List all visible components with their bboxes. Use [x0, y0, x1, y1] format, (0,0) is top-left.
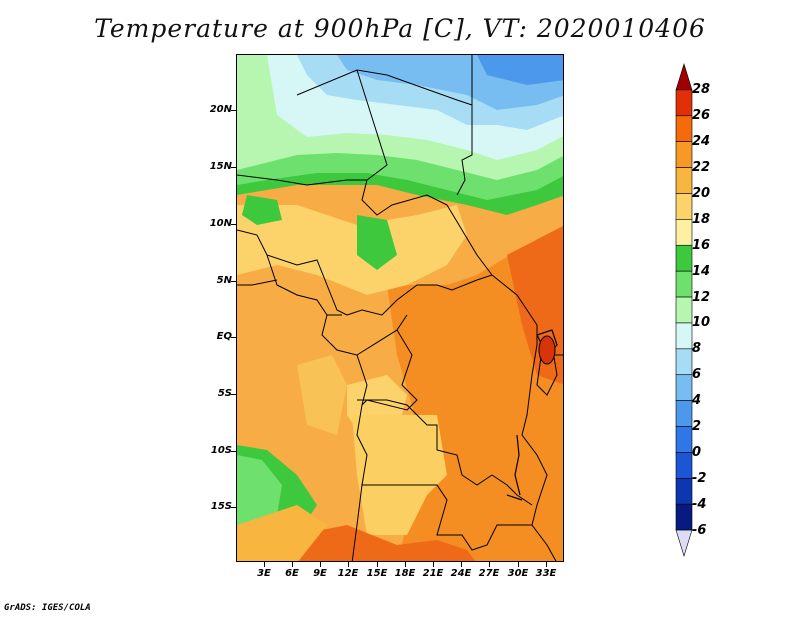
colorbar-label: 2: [692, 419, 702, 435]
lon-tick: [377, 562, 378, 567]
colorbar-swatch: [675, 244, 693, 272]
colorbar-label: 12: [692, 289, 711, 305]
lon-tick: [546, 562, 547, 567]
lon-tick: [461, 562, 462, 567]
lat-label-5n: 5N: [216, 275, 232, 286]
colorbar-label: 26: [692, 108, 711, 124]
colorbar-swatch: [675, 426, 693, 453]
colorbar-swatch: [675, 478, 693, 505]
colorbar-label: 14: [692, 263, 711, 279]
lon-tick: [433, 562, 434, 567]
lat-label-5s: 5S: [217, 388, 232, 399]
lat-tick: [231, 337, 236, 338]
lon-label-24e: 24E: [450, 568, 472, 579]
lat-tick: [231, 167, 236, 168]
lat-tick: [231, 281, 236, 282]
lon-label-6e: 6E: [285, 568, 299, 579]
lon-tick: [518, 562, 519, 567]
lon-label-21e: 21E: [422, 568, 444, 579]
lon-label-9e: 9E: [313, 568, 327, 579]
colorbar-swatch: [675, 322, 693, 350]
colorbar-label: 24: [692, 134, 711, 150]
colorbar-swatch: [675, 348, 693, 376]
colorbar-swatch: [675, 89, 693, 117]
colorbar-swatch: [675, 141, 693, 168]
lat-tick: [231, 110, 236, 111]
lat-label-20n: 20N: [209, 104, 232, 115]
colorbar-label: -4: [692, 496, 707, 512]
lat-label-15n: 15N: [209, 161, 232, 172]
colorbar-swatch: [675, 193, 693, 220]
colorbar-label: 22: [692, 160, 711, 176]
colorbar-label: 8: [692, 341, 702, 357]
colorbar-label: 0: [692, 444, 702, 460]
temperature-field: [237, 55, 563, 561]
colorbar-label: 6: [692, 367, 702, 383]
colorbar-swatch: [675, 529, 693, 558]
colorbar-label: 10: [692, 315, 711, 331]
colorbar-swatch: [675, 452, 693, 479]
colorbar-swatch: [675, 270, 693, 298]
lon-label-3e: 3E: [257, 568, 271, 579]
lat-tick: [231, 224, 236, 225]
lat-label-15s: 15S: [210, 501, 232, 512]
lat-tick: [231, 507, 236, 508]
colorbar-swatch: [675, 374, 693, 401]
lon-label-12e: 12E: [337, 568, 359, 579]
colorbar-label: -6: [692, 522, 707, 538]
colorbar-label: 28: [692, 82, 711, 98]
lat-tick: [231, 451, 236, 452]
lon-tick: [320, 562, 321, 567]
lon-label-27e: 27E: [478, 568, 500, 579]
colorbar-label: 16: [692, 237, 711, 253]
lon-label-30e: 30E: [507, 568, 529, 579]
colorbar-label: 18: [692, 211, 711, 227]
credit-text: GrADS: IGES/COLA: [4, 603, 91, 613]
colorbar-swatch: [675, 296, 693, 324]
map-title: Temperature at 900hPa [C], VT: 202001040…: [94, 14, 706, 43]
colorbar-swatch: [675, 167, 693, 194]
colorbar-swatch: [675, 219, 693, 246]
lon-tick: [264, 562, 265, 567]
lon-label-18e: 18E: [394, 568, 416, 579]
colorbar-swatch: [675, 115, 693, 142]
colorbar-label: 20: [692, 185, 711, 201]
lon-tick: [348, 562, 349, 567]
lon-label-33e: 33E: [535, 568, 557, 579]
lon-tick: [405, 562, 406, 567]
colorbar: [675, 62, 693, 558]
lon-label-15e: 15E: [366, 568, 388, 579]
colorbar-swatch: [675, 62, 693, 91]
colorbar-swatch: [675, 503, 693, 531]
lat-label-10s: 10S: [210, 445, 232, 456]
colorbar-label: 4: [692, 393, 702, 409]
lon-tick: [489, 562, 490, 567]
colorbar-swatch: [675, 400, 693, 427]
lat-tick: [231, 394, 236, 395]
lat-label-10n: 10N: [209, 218, 232, 229]
lon-tick: [292, 562, 293, 567]
colorbar-label: -2: [692, 470, 707, 486]
temperature-map: [236, 54, 564, 562]
lat-label-eq: EQ: [216, 331, 232, 342]
